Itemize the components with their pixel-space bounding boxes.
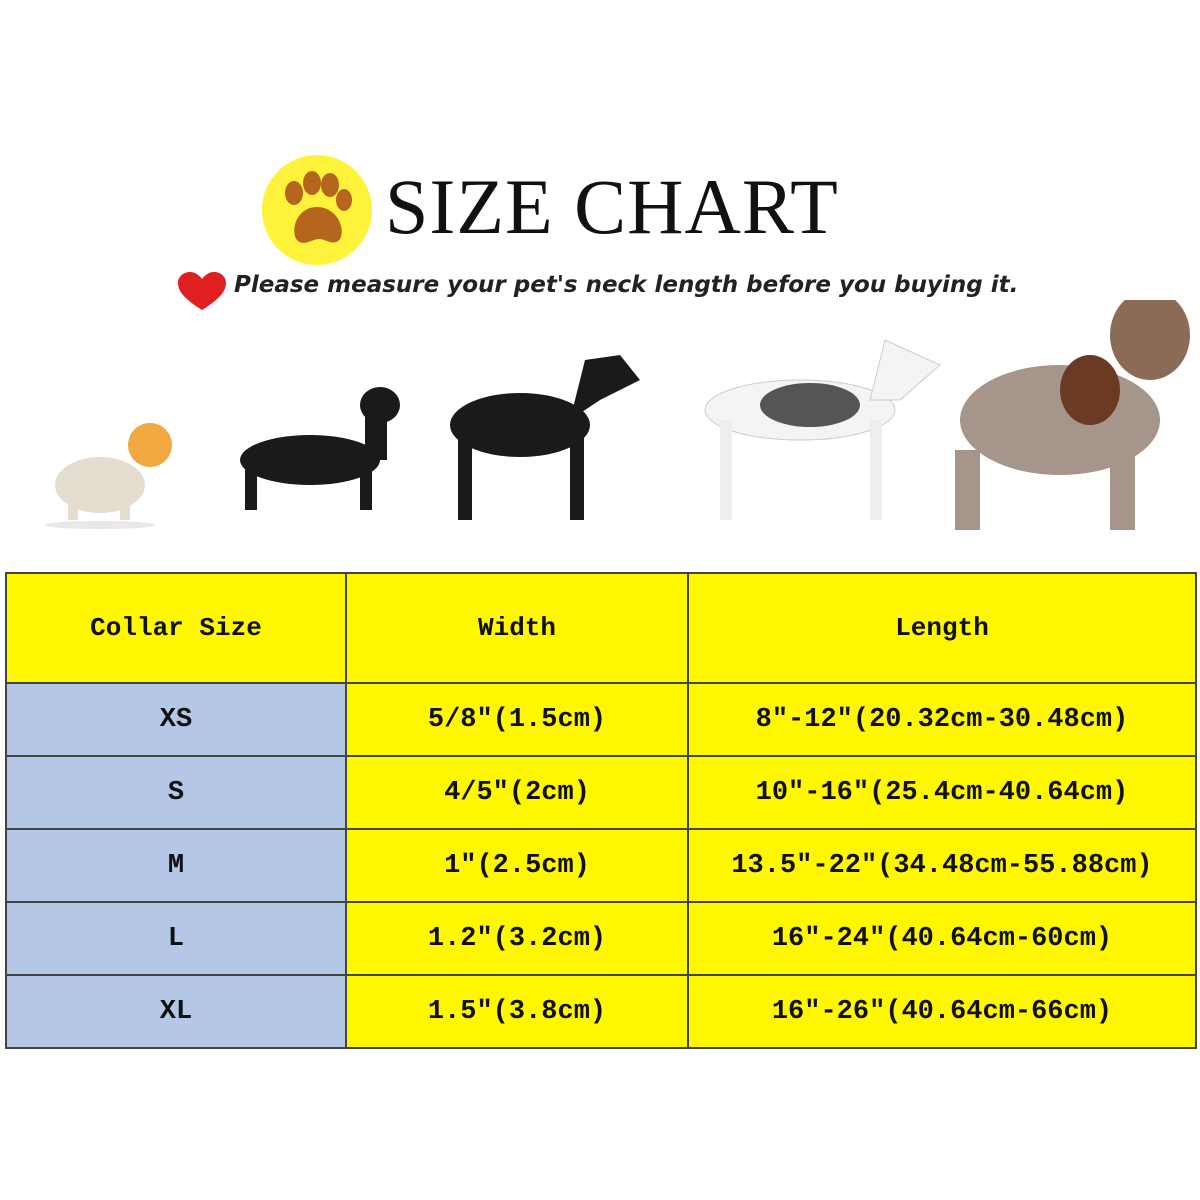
length-cell: 16"-24"(40.64cm-60cm): [687, 901, 1197, 976]
length-cell: 16"-26"(40.64cm-66cm): [687, 974, 1197, 1049]
table-row: S 4/5"(2cm) 10"-16"(25.4cm-40.64cm): [5, 755, 1197, 830]
header-width: Width: [345, 572, 689, 684]
table-header-row: Collar Size Width Length: [5, 572, 1197, 684]
dachshund-illustration: [240, 387, 400, 510]
small-terrier-illustration: [45, 423, 172, 529]
page-title: SIZE CHART: [385, 163, 839, 250]
length-cell: 10"-16"(25.4cm-40.64cm): [687, 755, 1197, 830]
dog-illustrations: [45, 300, 1190, 530]
heart-icon: [176, 272, 228, 317]
width-cell: 1"(2.5cm): [345, 828, 689, 903]
header-length: Length: [687, 572, 1197, 684]
size-table: Collar Size Width Length XS 5/8"(1.5cm) 8"…: [5, 572, 1197, 1049]
table-row: L 1.2"(3.2cm) 16"-24"(40.64cm-60cm): [5, 901, 1197, 976]
table-row: XL 1.5"(3.8cm) 16"-26"(40.64cm-66cm): [5, 974, 1197, 1049]
width-cell: 5/8"(1.5cm): [345, 682, 689, 757]
size-cell: M: [5, 828, 347, 903]
doberman-illustration: [450, 355, 640, 520]
header-collar-size: Collar Size: [5, 572, 347, 684]
table-row: XS 5/8"(1.5cm) 8"-12"(20.32cm-30.48cm): [5, 682, 1197, 757]
size-cell: XL: [5, 974, 347, 1049]
length-cell: 13.5"-22"(34.48cm-55.88cm): [687, 828, 1197, 903]
width-cell: 4/5"(2cm): [345, 755, 689, 830]
paw-icon: [262, 155, 372, 265]
table-row: M 1"(2.5cm) 13.5"-22"(34.48cm-55.88cm): [5, 828, 1197, 903]
measure-note: Please measure your pet's neck length be…: [234, 272, 1019, 298]
size-cell: S: [5, 755, 347, 830]
width-cell: 1.2"(3.2cm): [345, 901, 689, 976]
width-cell: 1.5"(3.8cm): [345, 974, 689, 1049]
length-cell: 8"-12"(20.32cm-30.48cm): [687, 682, 1197, 757]
pointer-illustration: [704, 339, 941, 520]
griffon-illustration: [955, 300, 1190, 530]
size-cell: XS: [5, 682, 347, 757]
size-cell: L: [5, 901, 347, 976]
